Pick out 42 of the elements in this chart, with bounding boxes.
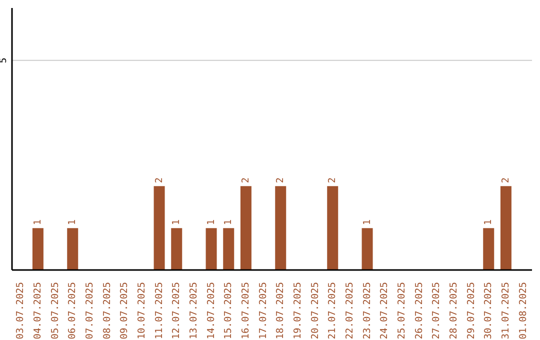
x-tick-label: 15.07.2025 (223, 282, 234, 340)
x-tick-label: 28.07.2025 (448, 282, 460, 340)
x-tick-label: 10.07.2025 (136, 282, 148, 340)
data-label: 1 (32, 219, 44, 226)
data-label: 2 (154, 177, 165, 184)
x-tick-label: 22.07.2025 (344, 282, 356, 340)
data-label: 1 (223, 219, 234, 226)
x-tick-label: 03.07.2025 (15, 282, 26, 340)
x-tick-label: 11.07.2025 (154, 282, 165, 340)
data-label: 2 (275, 177, 286, 184)
data-label: 1 (171, 219, 182, 226)
data-label: 2 (240, 177, 252, 184)
x-tick-label: 16.07.2025 (240, 282, 252, 340)
x-tick-label: 30.07.2025 (483, 282, 494, 340)
x-tick-label: 01.08.2025 (518, 282, 529, 340)
x-tick-label: 18.07.2025 (275, 282, 286, 340)
x-tick-label: 04.07.2025 (32, 282, 44, 340)
data-label: 2 (327, 177, 338, 184)
x-tick-label: 05.07.2025 (50, 282, 61, 340)
data-label: 1 (206, 219, 217, 226)
x-tick-label: 06.07.2025 (67, 282, 78, 340)
x-tick-label: 17.07.2025 (258, 282, 269, 340)
x-tick-label: 23.07.2025 (362, 282, 373, 340)
data-label: 1 (483, 219, 494, 226)
x-tick-label: 27.07.2025 (431, 282, 442, 340)
x-tick-label: 14.07.2025 (206, 282, 217, 340)
x-tick-label: 21.07.2025 (327, 282, 338, 340)
x-tick-label: 25.07.2025 (396, 282, 408, 340)
x-tick-label: 07.07.2025 (84, 282, 96, 340)
data-label: 1 (362, 219, 373, 226)
x-tick-label: 31.07.2025 (500, 282, 512, 340)
data-label: 2 (500, 177, 512, 184)
x-tick-label: 24.07.2025 (379, 282, 390, 340)
data-label: 1 (67, 219, 78, 226)
x-tick-label: 26.07.2025 (414, 282, 425, 340)
x-tick-label: 13.07.2025 (188, 282, 200, 340)
x-tick-label: 12.07.2025 (171, 282, 182, 340)
x-tick-label: 19.07.2025 (292, 282, 304, 340)
x-tick-label: 08.07.2025 (102, 282, 113, 340)
x-tick-label: 20.07.2025 (310, 282, 321, 340)
x-tick-label: 29.07.2025 (466, 282, 477, 340)
x-tick-label: 09.07.2025 (119, 282, 130, 340)
